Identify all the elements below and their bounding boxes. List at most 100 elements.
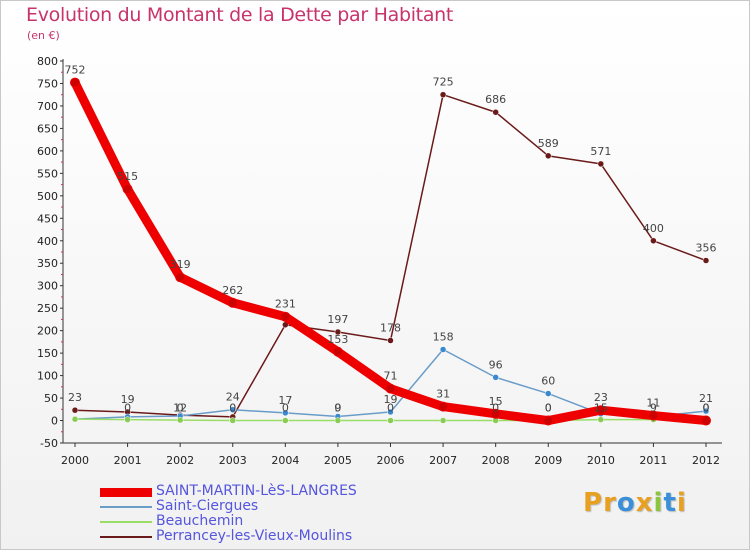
- x-tick-label: 2005: [324, 454, 352, 467]
- y-tick-label: 700: [37, 100, 58, 113]
- data-point: [387, 417, 394, 424]
- data-point: [597, 160, 605, 168]
- data-label: 19: [384, 393, 398, 406]
- x-tick-label: 2001: [114, 454, 142, 467]
- data-label: 197: [327, 313, 348, 326]
- data-point: [648, 410, 659, 421]
- y-tick-label: 100: [37, 370, 58, 383]
- data-label: 21: [699, 392, 713, 405]
- data-label: 178: [380, 322, 401, 335]
- data-point: [385, 383, 396, 394]
- data-point: [387, 337, 394, 344]
- data-label: 9: [334, 402, 341, 415]
- data-label: 725: [433, 76, 454, 89]
- data-label: 0: [282, 402, 289, 415]
- legend-label: Perrancey-les-Vieux-Moulins: [156, 528, 353, 544]
- y-tick-label: 0: [51, 415, 58, 428]
- data-point: [701, 415, 711, 426]
- data-label: 11: [646, 397, 660, 410]
- data-point: [334, 328, 342, 336]
- legend-label: Beauchemin: [156, 513, 244, 529]
- data-label: 153: [327, 333, 348, 346]
- data-point: [545, 390, 552, 397]
- data-point: [545, 152, 552, 160]
- data-label: 262: [222, 284, 243, 297]
- data-point: [492, 374, 499, 381]
- data-label: 0: [387, 402, 394, 415]
- data-label: 71: [384, 370, 398, 383]
- data-label: 0: [703, 402, 710, 415]
- data-label: 400: [643, 222, 664, 235]
- data-point: [282, 409, 289, 417]
- x-tick-label: 2002: [166, 454, 194, 467]
- legend-swatch: [100, 536, 152, 538]
- y-tick-label: 450: [37, 212, 58, 225]
- data-point: [438, 401, 449, 412]
- logo-letter: r: [603, 488, 617, 518]
- data-label: 31: [436, 388, 450, 401]
- data-point: [175, 272, 186, 283]
- data-label: 571: [590, 145, 611, 158]
- data-label: 96: [489, 358, 503, 371]
- data-point: [439, 417, 447, 424]
- y-tick-label: 300: [37, 280, 58, 293]
- data-point: [280, 311, 291, 322]
- data-label: 589: [538, 137, 559, 150]
- logo-letter: P: [583, 488, 604, 518]
- data-point: [176, 416, 184, 424]
- series-beauchemin: [71, 415, 710, 424]
- data-label: 15: [489, 395, 503, 408]
- data-label: 0: [124, 402, 131, 415]
- data-label: 0: [229, 402, 236, 415]
- y-tick-label: 800: [37, 55, 58, 68]
- y-tick-label: 750: [37, 77, 58, 90]
- chart-title: Evolution du Montant de la Dette par Hab…: [26, 4, 454, 26]
- chart-subtitle: (en €): [27, 29, 60, 42]
- series-layer: [70, 77, 711, 426]
- data-label: 23: [68, 391, 82, 404]
- data-point: [595, 405, 606, 416]
- x-tick-label: 2009: [534, 454, 562, 467]
- data-label: 23: [594, 391, 608, 404]
- y-tick-label: 650: [37, 122, 58, 135]
- x-tick-label: 2011: [639, 454, 667, 467]
- x-tick-label: 2006: [377, 454, 405, 467]
- data-label: 12: [173, 402, 187, 415]
- data-label: 752: [65, 64, 86, 77]
- data-label: 686: [485, 93, 506, 106]
- data-point: [334, 417, 342, 424]
- data-point: [543, 415, 554, 426]
- proxiti-logo[interactable]: Proxiti: [583, 488, 687, 518]
- logo-letter: o: [616, 488, 636, 518]
- data-point: [122, 184, 133, 195]
- y-tick-label: 250: [37, 302, 58, 315]
- logo-letter: x: [635, 488, 654, 518]
- x-tick-label: 2010: [587, 454, 615, 467]
- data-point: [650, 237, 657, 245]
- legend-swatch: [100, 487, 152, 497]
- logo-letter: i: [676, 488, 687, 518]
- data-point: [439, 91, 447, 98]
- y-tick-label: 550: [37, 167, 58, 180]
- data-point: [282, 417, 289, 424]
- y-tick-label: 50: [44, 392, 58, 405]
- data-label: 356: [696, 242, 717, 255]
- data-point: [492, 108, 499, 116]
- data-point: [702, 257, 710, 264]
- data-point: [71, 415, 79, 423]
- data-label: 0: [545, 402, 552, 415]
- data-label: 24: [226, 391, 240, 404]
- data-label: 0: [703, 402, 710, 415]
- data-point: [70, 77, 80, 88]
- x-tick-label: 2008: [482, 454, 510, 467]
- data-point: [124, 416, 131, 423]
- data-point: [439, 346, 447, 353]
- data-label: 158: [433, 331, 454, 344]
- data-label: 15: [594, 402, 608, 415]
- data-label: 0: [492, 402, 499, 415]
- data-label: 515: [117, 170, 138, 183]
- x-tick-label: 2007: [429, 454, 457, 467]
